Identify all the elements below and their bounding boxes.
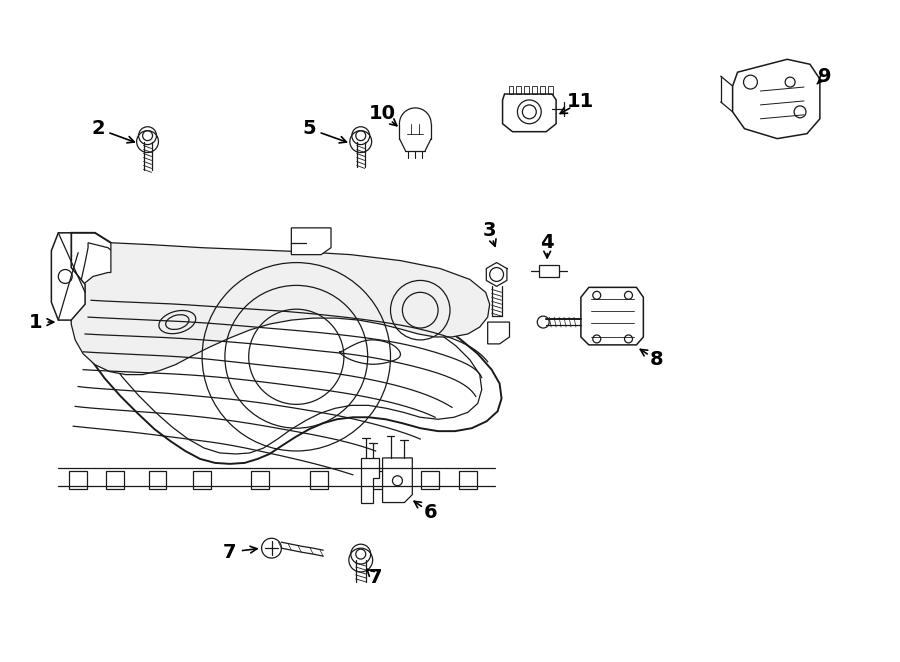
Polygon shape [733, 60, 820, 138]
Text: 11: 11 [567, 93, 595, 111]
Polygon shape [71, 243, 490, 375]
Text: 9: 9 [818, 67, 832, 85]
Text: 7: 7 [369, 569, 382, 587]
Text: 7: 7 [223, 543, 237, 561]
Polygon shape [502, 94, 556, 132]
Text: 4: 4 [540, 233, 554, 252]
Text: 3: 3 [483, 221, 497, 240]
Polygon shape [361, 458, 379, 502]
Text: 5: 5 [302, 119, 316, 138]
Polygon shape [488, 322, 509, 344]
Polygon shape [292, 228, 331, 255]
Polygon shape [539, 265, 559, 277]
Polygon shape [51, 233, 86, 320]
Polygon shape [580, 287, 644, 345]
Text: 2: 2 [91, 119, 104, 138]
Text: 8: 8 [650, 350, 663, 369]
Text: 1: 1 [29, 312, 42, 332]
Text: 10: 10 [369, 105, 396, 123]
Text: 6: 6 [423, 503, 437, 522]
Polygon shape [382, 458, 412, 502]
Polygon shape [68, 233, 501, 464]
